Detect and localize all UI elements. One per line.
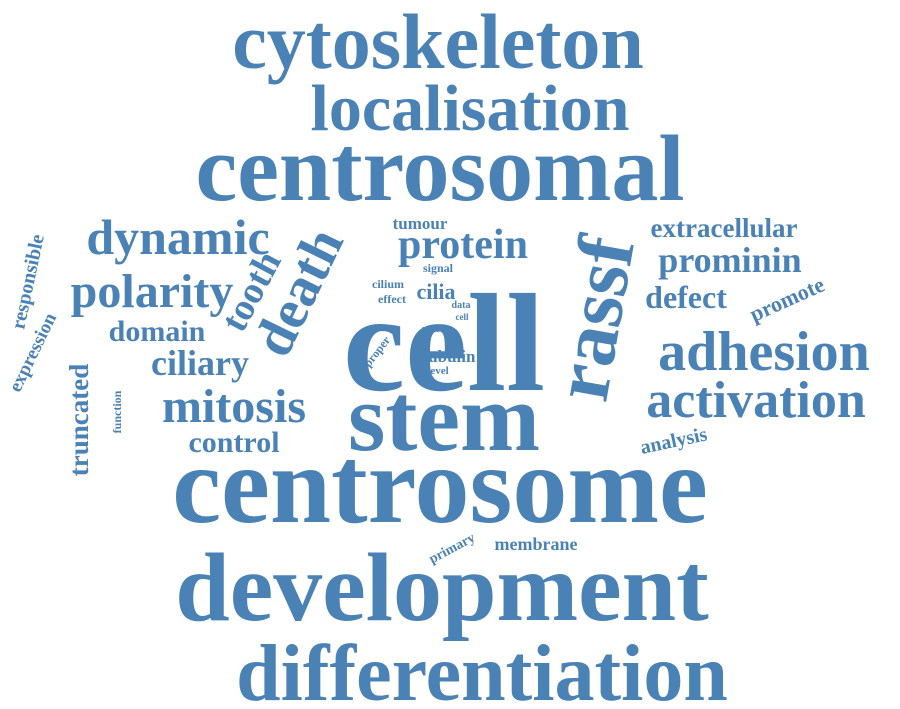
word-control: control bbox=[188, 426, 279, 459]
word-cell-small: cell bbox=[456, 312, 469, 322]
word-data: data bbox=[452, 300, 471, 311]
word-group: cytoskeleton localisation centrosomal dy… bbox=[5, 0, 870, 709]
word-cell: cell bbox=[343, 266, 545, 421]
word-adhesion: adhesion bbox=[658, 321, 870, 383]
word-effect: effect bbox=[378, 292, 406, 306]
word-centrosomal: centrosomal bbox=[195, 117, 684, 221]
word-signal: signal bbox=[423, 261, 454, 275]
word-extracellular: extracellular bbox=[651, 213, 798, 243]
word-defect: defect bbox=[645, 279, 727, 315]
word-activation: activation bbox=[646, 372, 866, 429]
word-localisation: localisation bbox=[310, 72, 629, 145]
word-polarity: polarity bbox=[71, 265, 234, 318]
word-ciliary: ciliary bbox=[151, 343, 249, 383]
word-level: level bbox=[427, 365, 448, 377]
word-tubulin: tubulin bbox=[423, 347, 476, 366]
word-truncated: truncated bbox=[64, 364, 94, 476]
word-function: function bbox=[110, 390, 124, 433]
word-protein: protein bbox=[398, 222, 528, 268]
word-development: development bbox=[175, 534, 709, 642]
word-prominin: prominin bbox=[658, 240, 801, 280]
word-cilia: cilia bbox=[416, 279, 455, 304]
word-dynamic: dynamic bbox=[86, 209, 269, 265]
word-rassf: rassf bbox=[537, 229, 652, 408]
word-differentiation: differentiation bbox=[236, 630, 728, 709]
word-cytoskeleton: cytoskeleton bbox=[232, 0, 644, 85]
word-stem: stem bbox=[348, 364, 540, 471]
word-centrosome: centrosome bbox=[172, 424, 708, 546]
word-cilium: cilium bbox=[372, 277, 404, 291]
word-domain: domain bbox=[109, 315, 206, 348]
word-membrane: membrane bbox=[495, 534, 578, 554]
word-tumour: tumour bbox=[393, 214, 448, 233]
word-role: role bbox=[422, 323, 440, 335]
word-mitosis: mitosis bbox=[162, 380, 306, 433]
